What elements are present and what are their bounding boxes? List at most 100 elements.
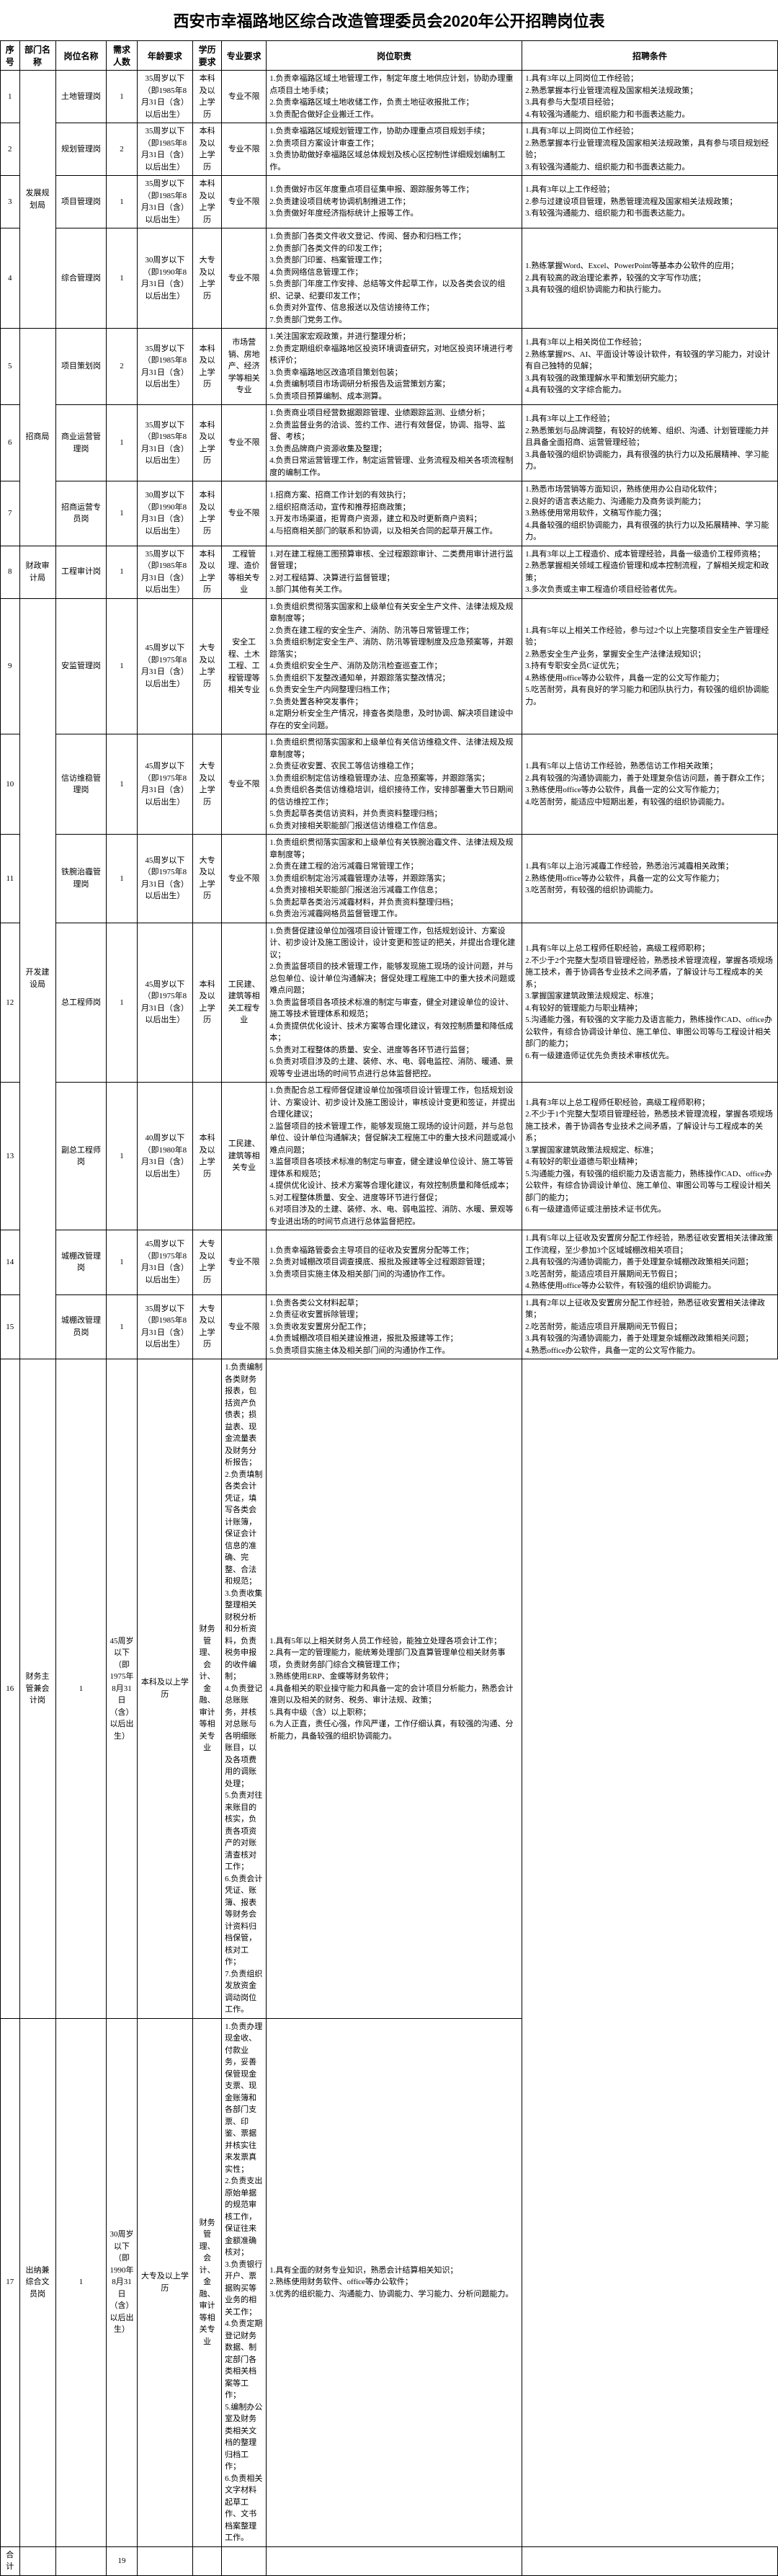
cell: 工民建、建筑等相关工程专业 xyxy=(222,923,267,1083)
cell: 1.具有3年以上相关岗位工作经验；2.熟练掌握PS、AI、平面设计等设计软件，有… xyxy=(522,329,778,405)
cell: 专业不限 xyxy=(222,176,267,228)
table-row: 4综合管理岗130周岁以下（即1990年8月31日（含）以后出生）大专及以上学历… xyxy=(1,228,778,329)
cell: 35周岁以下（即1985年8月31日（含）以后出生） xyxy=(137,1294,193,1359)
cell: 13 xyxy=(1,1083,20,1230)
cell: 财政审计局 xyxy=(19,546,55,598)
cell: 45周岁以下（即1975年8月31日（含）以后出生） xyxy=(137,923,193,1083)
cell: 40周岁以下（即1980年8月31日（含）以后出生） xyxy=(137,1083,193,1230)
cell: 出纳兼综合文员岗 xyxy=(19,2018,55,2546)
cell: 大专及以上学历 xyxy=(193,835,222,923)
table-row: 14 城棚改管理岗145周岁以下（即1975年8月31日（含）以后出生）大专及以上… xyxy=(1,1230,778,1295)
cell: 1.具有3年以上工程造价、成本管理经验，具备一级造价工程师资格；2.熟悉掌握相关… xyxy=(522,546,778,598)
table-row: 16财务主管兼会计岗145周岁以下（即1975年8月31日（含）以后出生）本科及… xyxy=(1,1359,778,2019)
table-row: 9开发建设局安监管理岗145周岁以下（即1975年8月31日（含）以后出生）大专… xyxy=(1,598,778,734)
total-row: 合计19 xyxy=(1,2546,778,2575)
cell: 2 xyxy=(107,329,137,405)
cell: 本科及以上学历 xyxy=(193,176,222,228)
cell: 1.具有5年以上征收及安置房分配工作经验，熟悉征收安置相关法律政策工作流程，至少… xyxy=(522,1230,778,1295)
cell: 7 xyxy=(1,481,20,546)
cell: 1 xyxy=(107,481,137,546)
cell: 1.具有5年以上治污减霾工作经验，熟悉治污减霾相关政策；2.熟练使用office… xyxy=(522,835,778,923)
cell: 开发建设局 xyxy=(19,598,55,1359)
cell: 大专及以上学历 xyxy=(193,1294,222,1359)
cell: 45周岁以下（即1975年8月31日（含）以后出生） xyxy=(137,598,193,734)
cell: 45周岁以下（即1975年8月31日（含）以后出生） xyxy=(137,1230,193,1295)
cell: 1 xyxy=(107,835,137,923)
cell: 1 xyxy=(107,1294,137,1359)
cell: 1.招商方案、招商工作计划的有效执行；2.组织招商活动，宣传和推荐招商政策；3.… xyxy=(267,481,522,546)
cell: 安监管理岗 xyxy=(55,598,107,734)
cell: 大专及以上学历 xyxy=(137,2018,193,2546)
cell xyxy=(522,2546,778,2575)
cell xyxy=(193,2546,222,2575)
cell: 1 xyxy=(107,1083,137,1230)
cell: 35周岁以下（即1985年8月31日（含）以后出生） xyxy=(137,405,193,481)
cell: 1.具有3年以上总工程师任职经验，高级工程师职称；2.不少于1个完整大型项目管理… xyxy=(522,1083,778,1230)
cell: 大专及以上学历 xyxy=(193,228,222,329)
cell: 项目策划岗 xyxy=(55,329,107,405)
cell: 大专及以上学历 xyxy=(193,1230,222,1295)
cell: 3 xyxy=(1,176,20,228)
cell: 财务管理、会计、金融、审计等相关专业 xyxy=(193,2018,222,2546)
cell: 规划管理岗 xyxy=(55,123,107,176)
cell: 工民建、建筑等相关专业 xyxy=(222,1083,267,1230)
cell xyxy=(19,2546,55,2575)
cell: 本科及以上学历 xyxy=(193,481,222,546)
cell: 11 xyxy=(1,835,20,923)
cell: 1.负责幸福路区域规划管理工作，协助办理重点项目规划手续；2.负责项目方案设计审… xyxy=(267,123,522,176)
col-header: 学历要求 xyxy=(193,41,222,71)
cell: 城棚改管理员岗 xyxy=(55,1294,107,1359)
cell: 工程管理、造价等相关专业 xyxy=(222,546,267,598)
cell: 1 xyxy=(55,1359,107,2019)
cell: 16 xyxy=(1,1359,20,2019)
cell: 30周岁以下（即1990年8月31日（含）以后出生） xyxy=(137,228,193,329)
cell: 19 xyxy=(107,2546,137,2575)
cell: 本科及以上学历 xyxy=(193,405,222,481)
cell: 1.负责督促建设单位加强项目设计管理工作，包括规划设计、方案设计、初步设计及施工… xyxy=(267,923,522,1083)
col-header: 部门名称 xyxy=(19,41,55,71)
cell: 1.负责组织贯彻落实国家和上级单位有关信访维稳文件、法律法规及规章制度等；2.负… xyxy=(267,734,522,835)
table-row: 1发展规划局土地管理岗135周岁以下（即1985年8月31日（含）以后出生）本科… xyxy=(1,71,778,123)
cell: 30周岁以下（即1990年8月31日（含）以后出生） xyxy=(107,2018,137,2546)
cell: 1.负责部门各类文件收文登记、传阅、督办和归档工作；2.负责部门各类文件的印发工… xyxy=(267,228,522,329)
col-header: 序号 xyxy=(1,41,20,71)
col-header: 专业要求 xyxy=(222,41,267,71)
col-header: 年龄要求 xyxy=(137,41,193,71)
cell: 城棚改管理岗 xyxy=(55,1230,107,1295)
cell: 1.负责幸福路管委会主导项目的征收及安置房分配等工作；2.负责对城棚改项目调查摸… xyxy=(267,1230,522,1295)
table-row: 11铁腕治霾管理岗145周岁以下（即1975年8月31日（含）以后出生）大专及以… xyxy=(1,835,778,923)
table-row: 12总工程师岗145周岁以下（即1975年8月31日（含）以后出生）本科及以上学… xyxy=(1,923,778,1083)
cell: 35周岁以下（即1985年8月31日（含）以后出生） xyxy=(137,123,193,176)
cell: 1.具有5年以上信访工作经验，熟悉信访工作相关政策；2.具有较强的沟通协调能力，… xyxy=(522,734,778,835)
table-row: 5招商局项目策划岗235周岁以下（即1985年8月31日（含）以后出生）本科及以… xyxy=(1,329,778,405)
cell: 副总工程师岗 xyxy=(55,1083,107,1230)
cell: 综合管理岗 xyxy=(55,228,107,329)
cell: 2 xyxy=(107,123,137,176)
cell: 1.负责做好市区年度重点项目征集申报、跟踪服务等工作；2.负责建设项目统考协调机… xyxy=(267,176,522,228)
cell: 1 xyxy=(107,1230,137,1295)
cell: 财务主管兼会计岗 xyxy=(19,1359,55,2019)
cell xyxy=(55,2546,107,2575)
cell: 大专及以上学历 xyxy=(193,734,222,835)
cell: 1.具有2年以上征收及安置房分配工作经验，熟悉征收安置相关法律政策；2.吃苦耐劳… xyxy=(522,1294,778,1359)
cell: 专业不限 xyxy=(222,1294,267,1359)
cell: 2 xyxy=(1,123,20,176)
cell: 45周岁以下（即1975年8月31日（含）以后出生） xyxy=(137,835,193,923)
cell: 10 xyxy=(1,734,20,835)
cell: 1.熟练掌握Word、Excel、PowerPoint等基本办公软件的应用；2.… xyxy=(522,228,778,329)
cell: 1.负责办理现金收、付款业务，妥善保管现金支票、现金账簿和各部门支票、印鉴、票据… xyxy=(222,2018,267,2546)
col-header: 岗位职责 xyxy=(267,41,522,71)
cell: 工程审计岗 xyxy=(55,546,107,598)
cell: 1.具有3年以上同岗位工作经验；2.熟悉掌握本行业管理流程及国家相关法规政策，具… xyxy=(522,123,778,176)
cell xyxy=(267,2546,522,2575)
cell: 1.具有5年以上总工程师任职经验，高级工程师职称；2.不少于2个完整大型项目管理… xyxy=(522,923,778,1083)
cell: 本科及以上学历 xyxy=(193,923,222,1083)
cell: 专业不限 xyxy=(222,1230,267,1295)
cell: 信访维稳管理岗 xyxy=(55,734,107,835)
table-row: 7招商运营专员岗130周岁以下（即1990年8月31日（含）以后出生）本科及以上… xyxy=(1,481,778,546)
cell: 17 xyxy=(1,2018,20,2546)
cell: 本科及以上学历 xyxy=(193,1083,222,1230)
cell: 9 xyxy=(1,598,20,734)
cell: 市场营销、房地产、经济学等相关专业 xyxy=(222,329,267,405)
cell: 14 xyxy=(1,1230,20,1295)
